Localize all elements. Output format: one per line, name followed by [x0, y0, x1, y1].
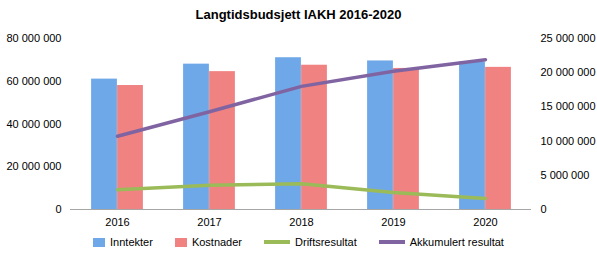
html-text:Langtidsbudsjett IAKH 2016-202: Langtidsbudsjett IAKH 2016-2020 [195, 7, 402, 22]
svg-text:2020: 2020 [473, 216, 497, 228]
html-text:Driftsresultat: Driftsresultat [295, 236, 357, 248]
svg-text:60 000 000: 60 000 000 [6, 75, 61, 87]
svg-text:25 000 000: 25 000 000 [541, 32, 596, 44]
svg-text:10 000 000: 10 000 000 [541, 135, 596, 147]
svg-text:40 000 000: 40 000 000 [6, 118, 61, 130]
svg-text:0: 0 [541, 203, 547, 215]
svg-text:5 000 000: 5 000 000 [541, 169, 590, 181]
svg-text:2018: 2018 [289, 216, 313, 228]
html-text:Akkumulert resultat: Akkumulert resultat [409, 236, 504, 248]
svg-text:80 000 000: 80 000 000 [6, 32, 61, 44]
svg-text:15 000 000: 15 000 000 [541, 100, 596, 112]
svg-text:0: 0 [55, 203, 61, 215]
svg-text:20 000 000: 20 000 000 [6, 160, 61, 172]
svg-text:20 000 000: 20 000 000 [541, 66, 596, 78]
svg-text:2016: 2016 [105, 216, 129, 228]
html-text:Inntekter: Inntekter [110, 236, 153, 248]
html-text:Kostnader: Kostnader [191, 236, 242, 248]
svg-text:2019: 2019 [381, 216, 405, 228]
svg-text:2017: 2017 [197, 216, 221, 228]
